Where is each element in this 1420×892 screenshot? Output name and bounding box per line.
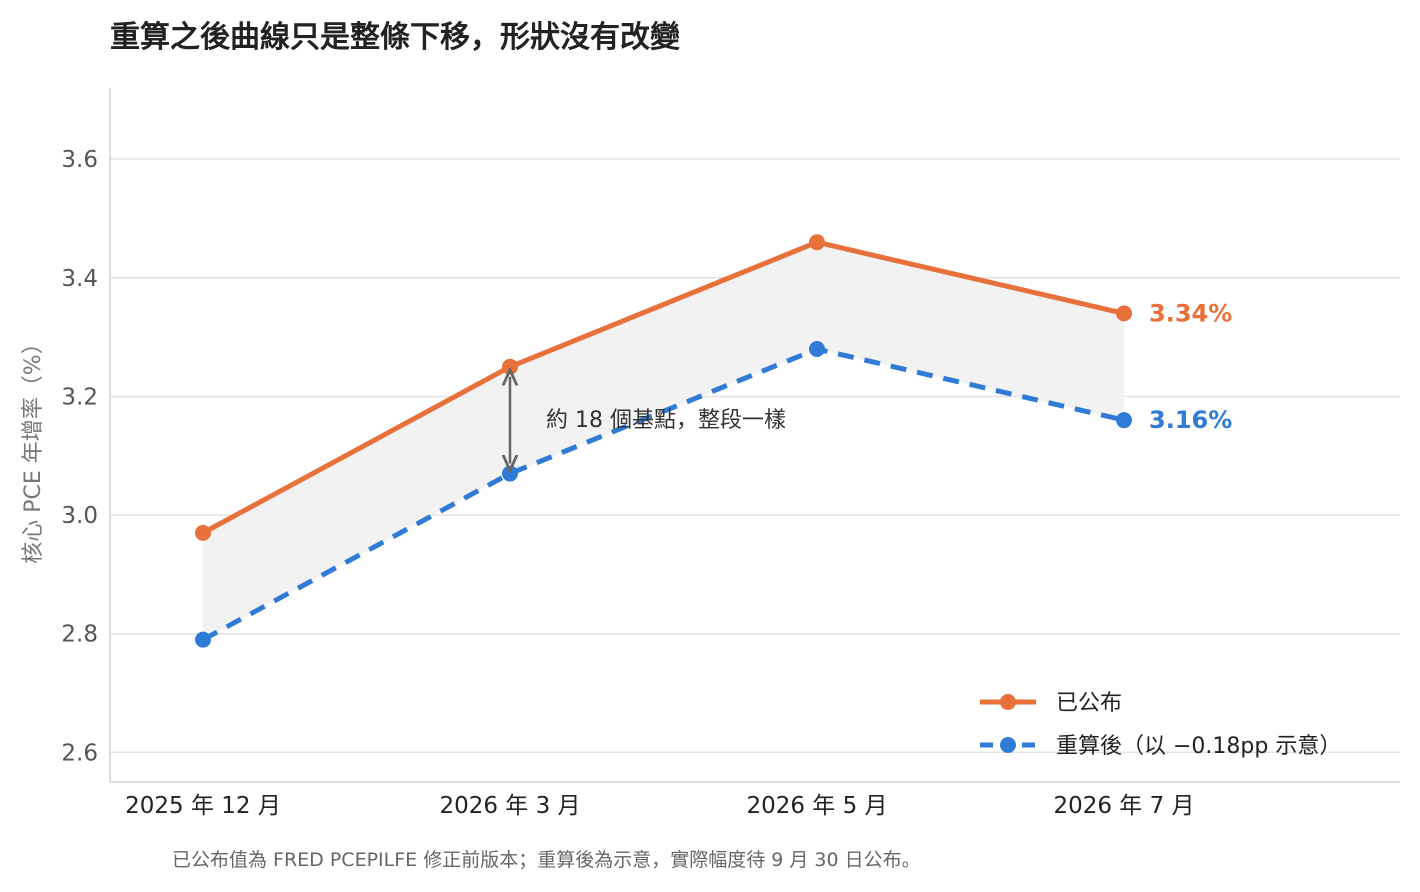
legend-label: 已公布 [1056, 691, 1122, 716]
x-tick-label: 2026 年 5 月 [746, 793, 887, 819]
y-axis-label: 核心 PCE 年增率（%） [21, 332, 46, 563]
legend-label: 重算後（以 −0.18pp 示意） [1056, 734, 1341, 759]
y-tick-label: 3.0 [61, 503, 98, 529]
data-point [1116, 412, 1132, 429]
y-tick-label: 2.8 [61, 622, 98, 648]
series-line [201, 346, 1125, 642]
data-point [195, 524, 211, 541]
data-point [502, 358, 518, 375]
legend-swatch-marker [1000, 737, 1016, 753]
grid: 2.6 2.8 3.0 3.2 3.4 3.6 [61, 147, 1400, 766]
y-tick-label: 3.2 [61, 384, 98, 410]
data-point [1116, 305, 1132, 322]
y-tick-label: 2.6 [61, 740, 98, 766]
axes: 2025 年 12 月 2026 年 3 月 2026 年 5 月 2026 年 7 … [109, 88, 1400, 819]
shaded-band [203, 242, 1124, 640]
gap-annotation: 約 18 個基點，整段一樣 [546, 408, 786, 433]
end-value-label: 3.34% [1149, 299, 1232, 327]
footnote: 已公布值為 FRED PCEPILFE 修正前版本；重算後為示意，實際幅度待 9… [172, 849, 921, 871]
data-point [502, 465, 518, 482]
y-tick-label: 3.4 [61, 266, 98, 292]
x-tick-label: 2026 年 3 月 [439, 793, 580, 819]
legend-swatch-marker [1000, 694, 1016, 710]
series-line [200, 239, 1127, 536]
gap-band [203, 242, 1124, 640]
y-tick-label: 3.6 [61, 147, 98, 173]
end-value-label: 3.16% [1149, 406, 1232, 434]
chart-title: 重算之後曲線只是整條下移，形狀沒有改變 [110, 20, 680, 55]
data-point [809, 340, 825, 357]
data-point [195, 631, 211, 648]
x-tick-label: 2025 年 12 月 [125, 793, 281, 819]
data-point [809, 234, 825, 251]
x-tick-label: 2026 年 7 月 [1053, 793, 1194, 819]
annotation: 約 18 個基點，整段一樣 [510, 377, 786, 464]
